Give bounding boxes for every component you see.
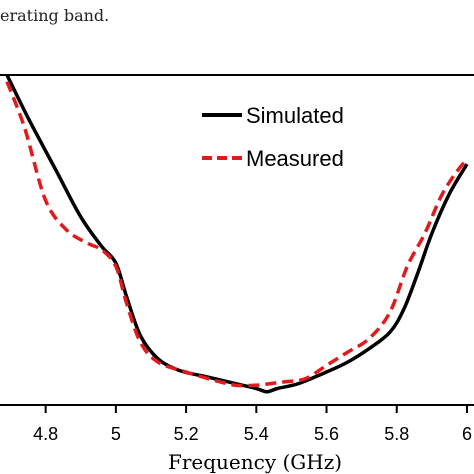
plot-frame (0, 74, 474, 406)
x-axis-ticks: 4.8 5 5.2 5.4 5.6 5.8 6 (33, 405, 472, 444)
x-tick-label: 5.6 (314, 424, 339, 444)
x-tick-label: 5.8 (384, 424, 409, 444)
legend-label-simulated: Simulated (246, 103, 344, 128)
x-tick-label: 6 (462, 424, 472, 444)
legend: Simulated Measured (202, 103, 344, 171)
x-tick-label: 5 (111, 424, 121, 444)
series-line-simulated (5, 74, 469, 394)
figure-caption: erating band. (0, 6, 110, 25)
x-tick-label: 4.8 (33, 424, 58, 444)
series-line-measured (5, 80, 469, 388)
x-tick-label: 5.2 (174, 424, 199, 444)
series-layer (5, 74, 469, 394)
x-axis-label: Frequency (GHz) (168, 450, 342, 474)
x-tick-label: 5.4 (244, 424, 269, 444)
legend-label-measured: Measured (246, 146, 344, 171)
